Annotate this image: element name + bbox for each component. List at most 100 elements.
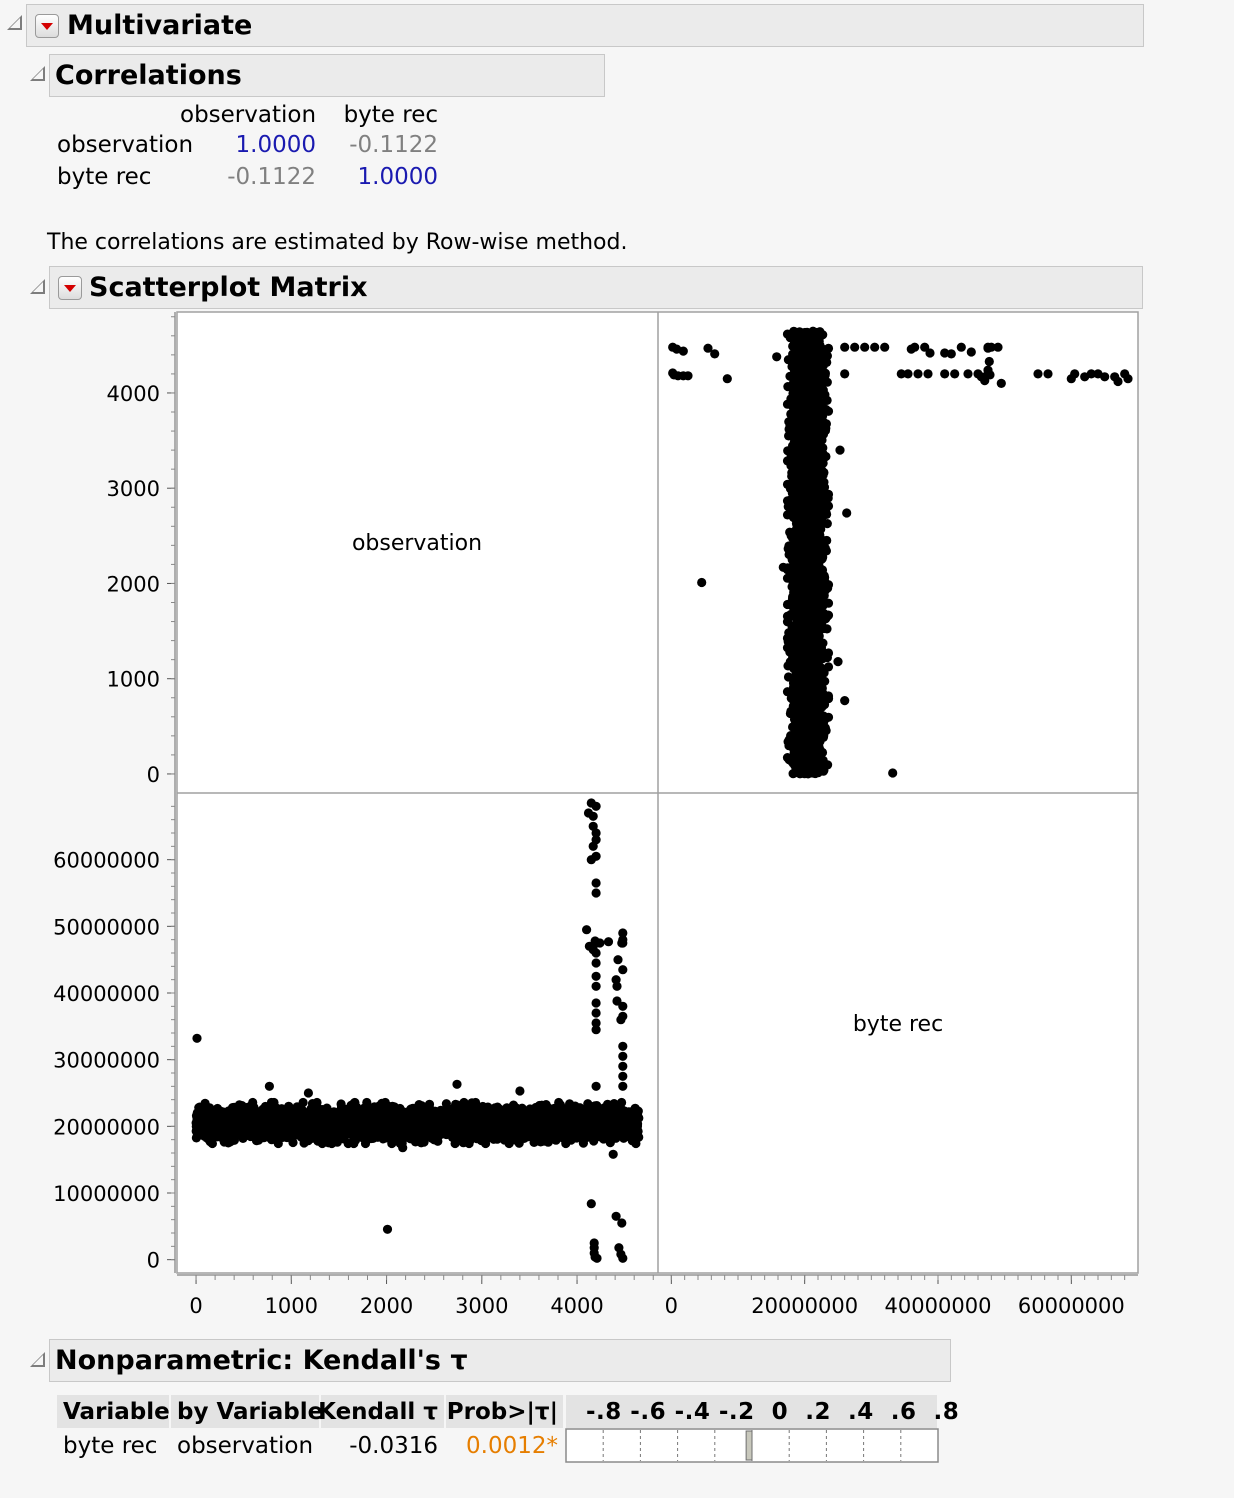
- correlation-method-note: The correlations are estimated by Row-wi…: [47, 230, 628, 255]
- scatter-point: [789, 390, 799, 400]
- scatter-point: [823, 662, 834, 672]
- correlations-title: Correlations: [55, 60, 242, 91]
- multivariate-title: Multivariate: [67, 10, 253, 41]
- scatter-point: [966, 347, 976, 357]
- scatter-point: [792, 350, 802, 360]
- scatter-point: [880, 342, 890, 352]
- scatter-point: [697, 577, 707, 588]
- scatter-point: [806, 699, 816, 709]
- scatter-point: [806, 348, 816, 358]
- scatter-point: [790, 568, 800, 578]
- scatter-point: [811, 389, 821, 399]
- y-tick-label: 50000000: [53, 915, 160, 939]
- scatter-point: [956, 342, 966, 352]
- disclosure-triangle-icon[interactable]: [30, 66, 45, 81]
- scatter-point: [798, 620, 808, 630]
- red-triangle-menu-icon[interactable]: [35, 14, 59, 38]
- scatter-point: [804, 631, 815, 641]
- correlations-header: Correlations: [49, 54, 605, 97]
- scatter-point: [821, 451, 831, 462]
- scatter-point: [983, 365, 993, 375]
- y-tick-label: 40000000: [53, 982, 160, 1006]
- corr-col-header: observation: [180, 102, 317, 128]
- scatter-point: [808, 417, 818, 427]
- y-tick-label: 4000: [107, 382, 160, 406]
- scatter-point: [1086, 369, 1096, 379]
- scatter-point: [798, 680, 808, 690]
- scatter-point: [823, 694, 834, 704]
- scatter-point: [823, 343, 834, 353]
- scatter-point: [668, 368, 678, 378]
- corr-cell: -0.1122: [227, 164, 316, 190]
- scatter-point: [870, 342, 880, 352]
- scatter-point: [722, 374, 732, 384]
- x-tick-label: 3000: [455, 1294, 508, 1318]
- scatter-point: [888, 768, 898, 778]
- x-tick-label: 4000: [550, 1294, 603, 1318]
- scatter-point: [797, 509, 807, 520]
- scatter-point: [797, 704, 808, 715]
- red-triangle-menu-icon[interactable]: [58, 276, 82, 300]
- scatter-point: [850, 342, 860, 352]
- disclosure-triangle-icon[interactable]: [7, 15, 22, 30]
- scatter-point: [823, 712, 834, 722]
- scatter-point: [925, 348, 935, 358]
- corr-col-header: byte rec: [343, 102, 438, 128]
- scatter-point: [794, 449, 804, 459]
- y-tick-label: 20000000: [53, 1115, 160, 1139]
- x-tick-label: 0: [665, 1294, 678, 1318]
- scatter-point: [804, 561, 814, 571]
- x-tick-label: 20000000: [751, 1294, 858, 1318]
- scatter-point: [797, 603, 807, 614]
- scatter-point: [798, 759, 808, 769]
- scatter-point: [940, 369, 950, 379]
- scatter-point: [796, 412, 807, 422]
- corr-cell: 1.0000: [235, 132, 316, 158]
- corr-cell: 1.0000: [357, 164, 438, 190]
- scatter-point: [1043, 369, 1053, 379]
- scatter-point: [896, 369, 906, 379]
- scatter-point: [819, 608, 829, 618]
- scatter-point: [800, 330, 810, 340]
- scatter-point: [809, 576, 819, 586]
- scatter-point: [796, 637, 806, 647]
- scatter-point: [833, 657, 843, 667]
- scatter-point: [814, 729, 824, 740]
- scatter-point: [789, 326, 799, 336]
- y-tick-label: 2000: [107, 572, 160, 596]
- scatter-point: [788, 400, 798, 410]
- scatter-point: [860, 342, 870, 352]
- scatter-point: [799, 499, 809, 509]
- scatter-point: [803, 594, 813, 605]
- scatter-point: [1033, 369, 1043, 379]
- scatter-points-upper: [668, 326, 1133, 779]
- scatter-point: [835, 445, 845, 455]
- disclosure-triangle-icon[interactable]: [30, 279, 45, 294]
- scatter-point: [784, 541, 794, 551]
- scatter-point: [802, 664, 812, 674]
- corr-cell: -0.1122: [349, 132, 438, 158]
- scatter-point: [983, 343, 993, 353]
- scatter-point: [976, 372, 986, 382]
- scatter-point: [793, 656, 803, 666]
- scatter-point: [804, 426, 814, 436]
- scatter-point: [782, 617, 793, 627]
- scatter-point: [806, 360, 816, 370]
- scatter-point: [818, 647, 828, 657]
- scatter-point: [806, 435, 816, 445]
- y-tick-label: 10000000: [53, 1182, 160, 1206]
- scatter-point: [818, 403, 828, 413]
- scatter-point: [789, 740, 800, 750]
- scatter-point: [950, 369, 960, 379]
- scatter-point: [810, 333, 820, 343]
- scatter-point: [787, 637, 797, 647]
- x-tick-label: 2000: [360, 1294, 413, 1318]
- scatter-point: [802, 528, 813, 538]
- scatter-point: [1113, 376, 1123, 387]
- corr-row-label: byte rec: [57, 164, 152, 190]
- scatter-point: [810, 748, 821, 758]
- scatter-point: [815, 497, 826, 507]
- scatter-point: [840, 342, 850, 352]
- scatter-point: [798, 741, 808, 752]
- scatter-point: [946, 349, 956, 359]
